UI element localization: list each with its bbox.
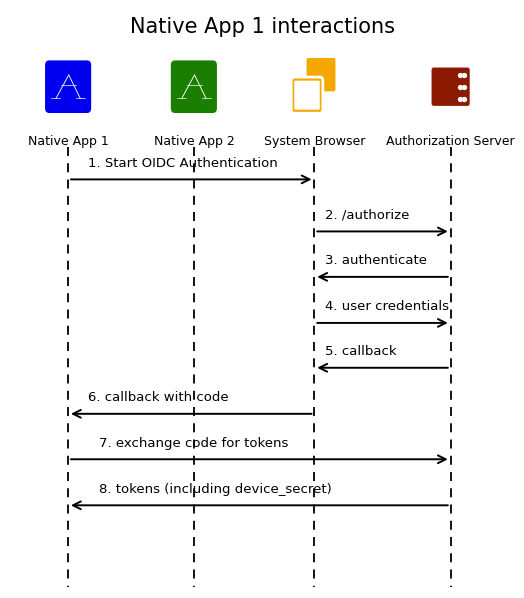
- Text: Native App 1: Native App 1: [28, 135, 108, 148]
- Text: Authorization Server: Authorization Server: [386, 135, 515, 148]
- FancyBboxPatch shape: [432, 68, 470, 82]
- Text: Native App 1 interactions: Native App 1 interactions: [129, 17, 395, 37]
- FancyBboxPatch shape: [45, 60, 91, 113]
- Text: 6. callback with code: 6. callback with code: [88, 391, 228, 404]
- FancyBboxPatch shape: [432, 80, 470, 94]
- FancyBboxPatch shape: [291, 77, 323, 113]
- Text: System Browser: System Browser: [264, 135, 365, 148]
- FancyBboxPatch shape: [171, 60, 217, 113]
- Text: 7. exchange code for tokens: 7. exchange code for tokens: [99, 437, 288, 450]
- Text: 2. /authorize: 2. /authorize: [325, 209, 410, 222]
- Text: 8. tokens (including device_secret): 8. tokens (including device_secret): [99, 483, 332, 496]
- FancyBboxPatch shape: [305, 57, 337, 93]
- Text: 5. callback: 5. callback: [325, 345, 397, 358]
- Text: Native App 2: Native App 2: [154, 135, 234, 148]
- Text: 3. authenticate: 3. authenticate: [325, 254, 427, 267]
- FancyBboxPatch shape: [432, 91, 470, 106]
- FancyBboxPatch shape: [294, 81, 320, 109]
- Text: 4. user credentials: 4. user credentials: [325, 300, 449, 313]
- Text: 1. Start OIDC Authentication: 1. Start OIDC Authentication: [88, 157, 278, 170]
